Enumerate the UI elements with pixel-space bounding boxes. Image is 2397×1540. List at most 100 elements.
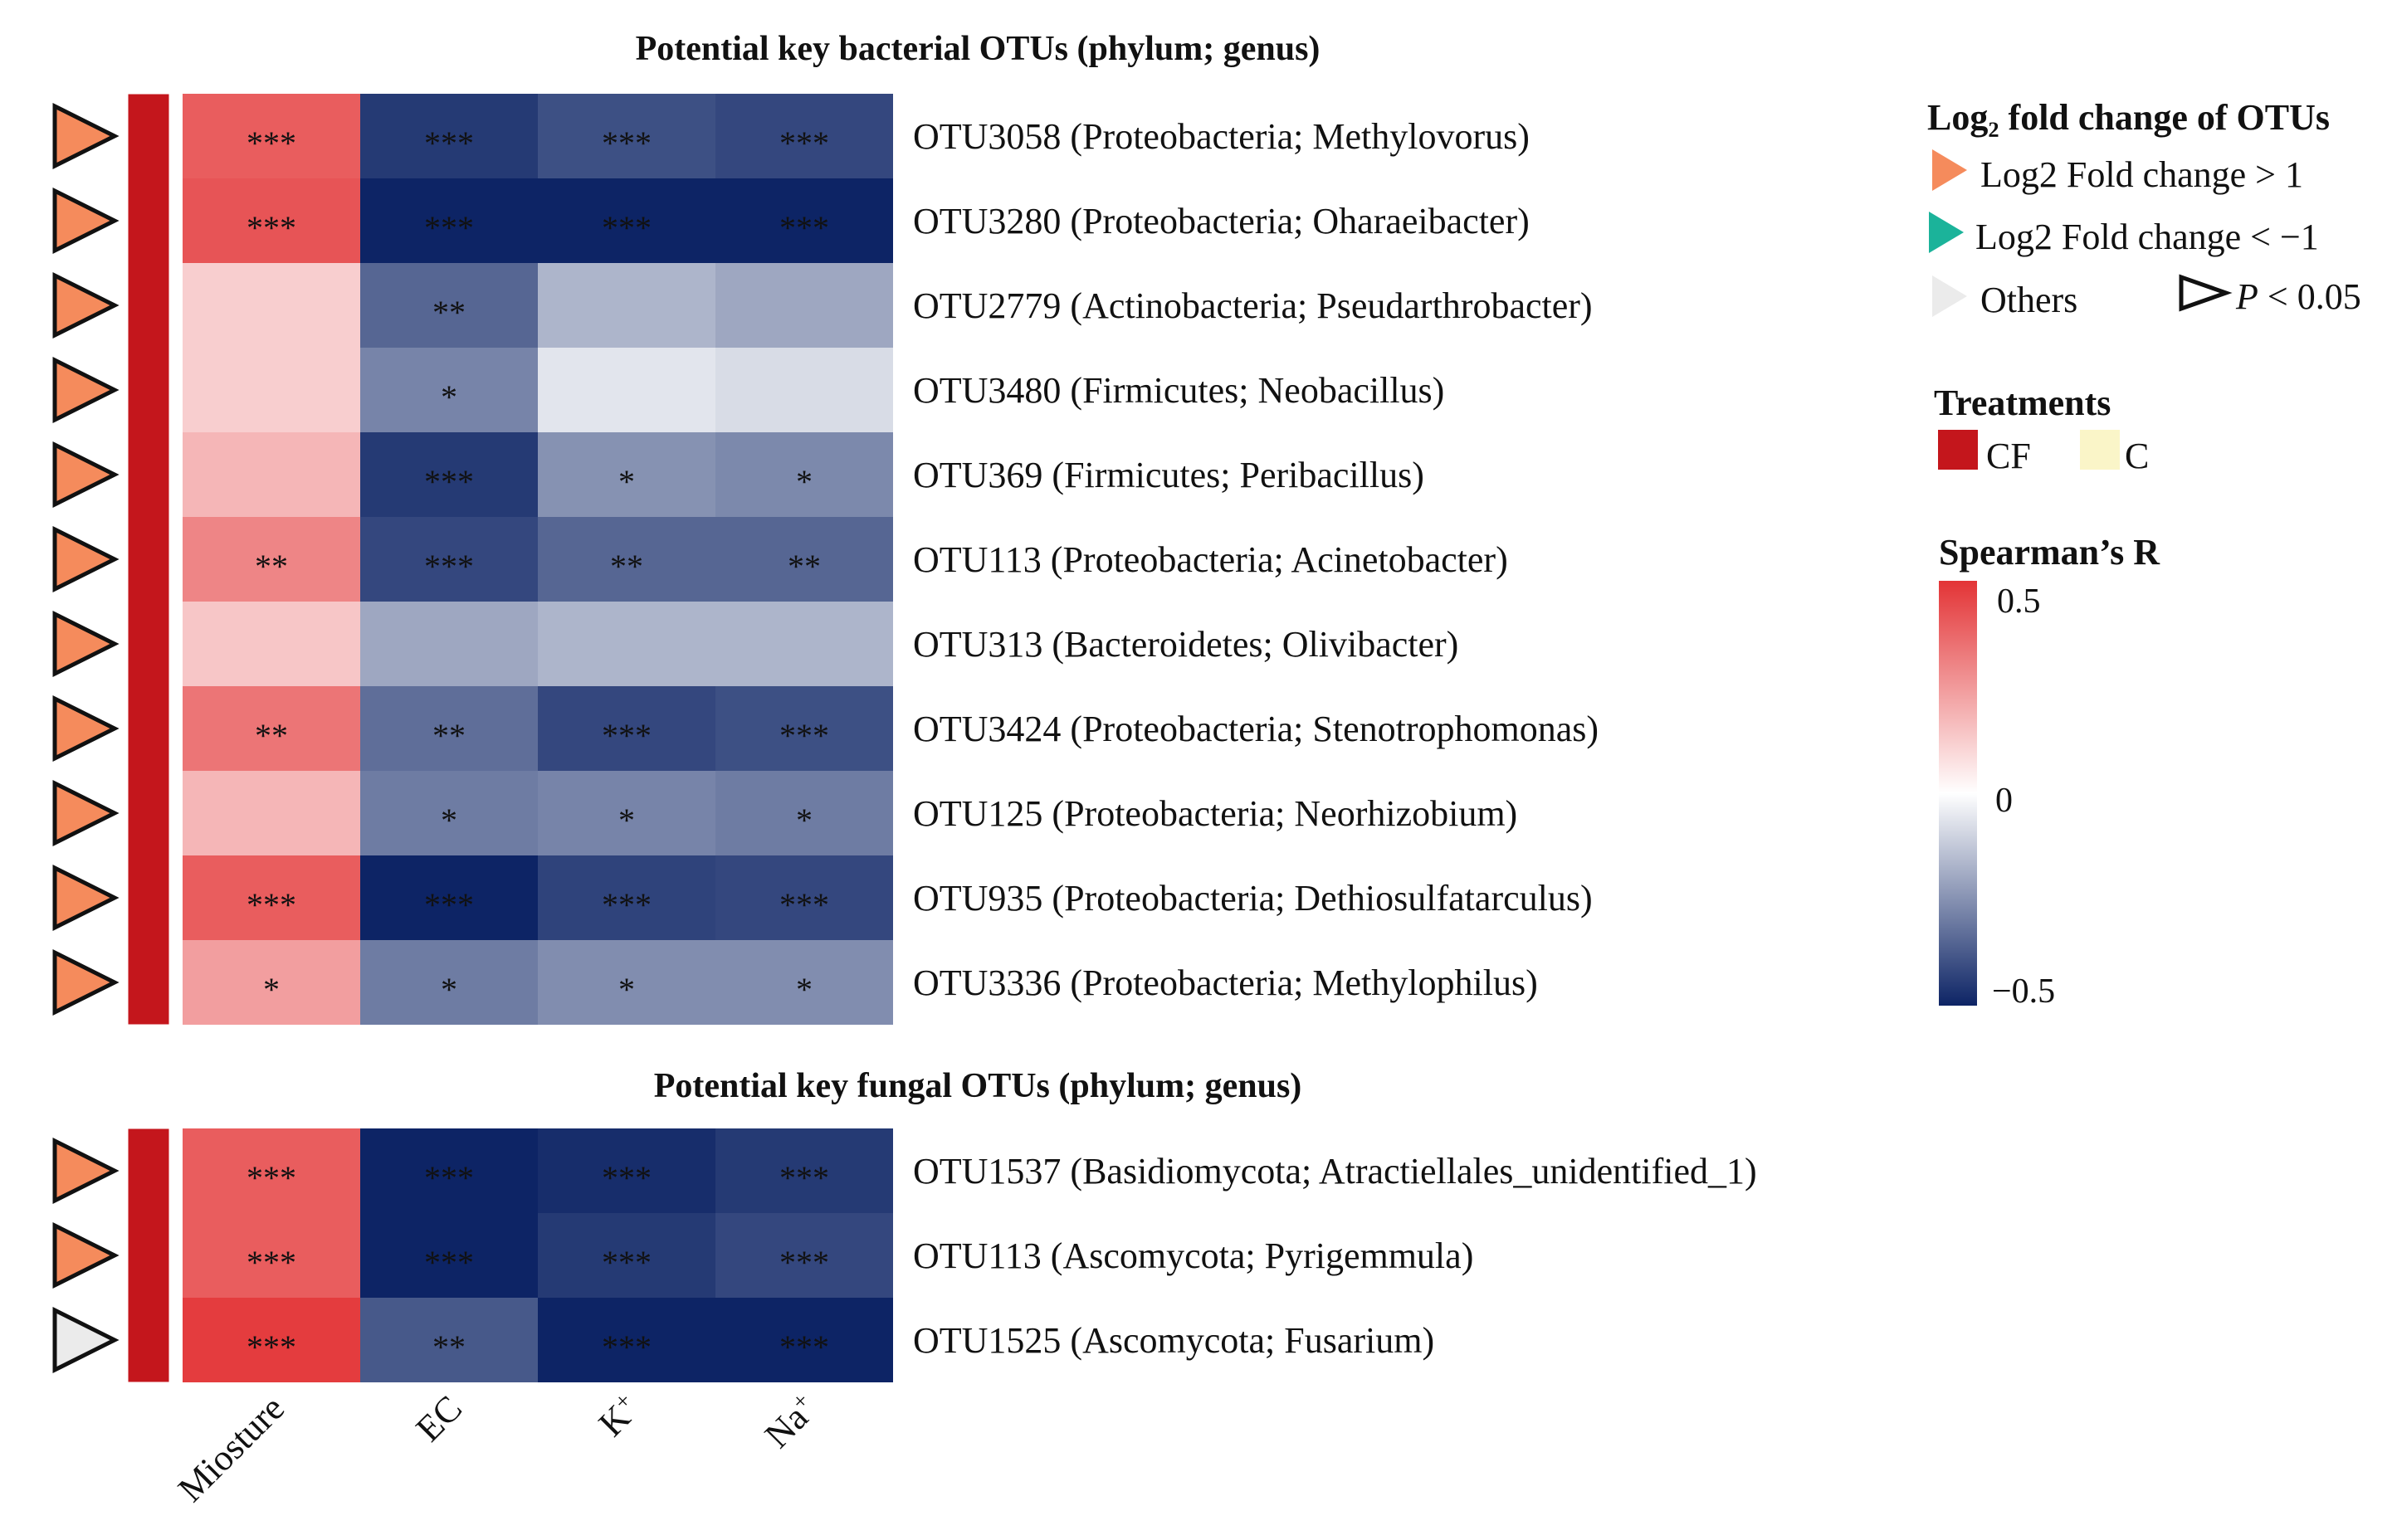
heatmap-cell (538, 940, 715, 1025)
otu-label: OTU1537 (Basidiomycota; Atractiellales_u… (913, 1151, 1757, 1192)
otu-label: OTU113 (Ascomycota; Pyrigemmula) (913, 1235, 1473, 1276)
fold-change-marker (52, 864, 120, 932)
heatmap-cell (538, 1298, 715, 1382)
otu-label: OTU313 (Bacteroidetes; Olivibacter) (913, 624, 1458, 665)
column-label: Miosture (170, 1387, 292, 1509)
treatment-bar (127, 1128, 170, 1383)
colorbar-title: Spearman’s R (1939, 532, 2160, 573)
heatmap-cell (183, 1213, 360, 1298)
significance-stars: *** (602, 717, 652, 754)
treatment-bar (127, 93, 170, 1026)
heatmap-row: *** *** *** *** OTU113 (Ascomycota; Pyrigemm… (52, 1213, 1473, 1298)
panel-title: Potential key fungal OTUs (phylum; genus… (654, 1067, 1302, 1105)
heatmap-cell (538, 1213, 715, 1298)
otu-label: OTU935 (Proteobacteria; Dethiosulfatarcu… (913, 878, 1593, 919)
heatmap-cell (360, 602, 538, 686)
treatment-cf-label: CF (1986, 436, 2031, 476)
otu-label: OTU3480 (Firmicutes; Neobacillus) (913, 370, 1444, 411)
heatmap-cell (538, 263, 715, 348)
significance-stars: ** (610, 548, 643, 585)
heatmap-cell (183, 94, 360, 178)
significance-stars: * (796, 463, 813, 500)
heatmap-cell (183, 517, 360, 602)
column-label: EC (408, 1387, 470, 1449)
treatments-legend: Treatments CF C (1934, 383, 2149, 476)
heatmap-cell (360, 1213, 538, 1298)
heatmap-row: *** ** *** *** OTU1525 (Ascomycota; Fusarium… (52, 1298, 1434, 1382)
heatmap-cell (715, 263, 893, 348)
heatmap-cell (715, 686, 893, 771)
otu-label: OTU369 (Firmicutes; Peribacillus) (913, 455, 1424, 495)
significance-stars: *** (247, 124, 296, 162)
heatmap-cell (360, 432, 538, 517)
significance-stars: * (441, 802, 457, 839)
otu-label: OTU113 (Proteobacteria; Acinetobacter) (913, 539, 1508, 580)
fold-other-label: Others (1980, 280, 2077, 320)
column-label: K+ (590, 1387, 647, 1445)
fold-change-marker (52, 187, 120, 255)
heatmap-row: *** *** *** *** OTU935 (Proteobacteria; Deth… (52, 855, 1593, 940)
otu-label: OTU2779 (Actinobacteria; Pseudarthrobact… (913, 285, 1593, 326)
significance-stars: *** (779, 124, 829, 162)
significance-stars: *** (247, 886, 296, 924)
fold-change-marker (52, 694, 120, 763)
treatment-c-label: C (2125, 436, 2149, 476)
significance-stars: * (441, 971, 457, 1008)
heatmap-panel: Potential key bacterial OTUs (phylum; ge… (52, 30, 1599, 1026)
heatmap-cell (183, 771, 360, 855)
significance-stars: *** (602, 124, 652, 162)
heatmap-row: *** * * OTU369 (Firmicutes; Peribacillus) (52, 432, 1424, 517)
significance-stars: * (796, 971, 813, 1008)
significance-stars: *** (424, 548, 474, 585)
fold-change-marker (52, 1137, 120, 1205)
significance-stars: *** (779, 209, 829, 246)
heatmap-cell (538, 686, 715, 771)
heatmap-cell (183, 432, 360, 517)
heatmap-cell (715, 602, 893, 686)
significance-stars: *** (779, 1159, 829, 1196)
significance-stars: *** (247, 1244, 296, 1281)
heatmap-cell (538, 348, 715, 432)
significance-stars: *** (247, 1328, 296, 1366)
heatmap-cell (538, 602, 715, 686)
significance-stars: * (796, 802, 813, 839)
significance-stars: *** (602, 1244, 652, 1281)
heatmap-row: * * * * OTU3336 (Proteobacteria; Methylophil… (52, 940, 1538, 1025)
significance-stars: ** (432, 1328, 466, 1366)
fold-down-label: Log2 Fold change < −1 (1975, 217, 2319, 257)
fold-change-marker (52, 102, 120, 170)
significance-stars: ** (788, 548, 821, 585)
heatmap-cell (183, 263, 360, 348)
heatmap-cell (715, 940, 893, 1025)
heatmap-cell (183, 602, 360, 686)
colorbar-tick-high: 0.5 (1997, 582, 2041, 621)
heatmap-cell (715, 1128, 893, 1213)
heatmap-cell (715, 178, 893, 263)
heatmap-cell (183, 1298, 360, 1382)
heatmap-cell (360, 1128, 538, 1213)
significance-stars: *** (602, 886, 652, 924)
colorbar-tick-low: −0.5 (1992, 972, 2055, 1011)
heatmap-cell (360, 771, 538, 855)
otu-label: OTU3280 (Proteobacteria; Oharaeibacter) (913, 201, 1530, 241)
heatmap-cell (360, 517, 538, 602)
column-labels: Miosture EC K+ Na+ (170, 1387, 816, 1509)
otu-label: OTU3424 (Proteobacteria; Stenotrophomona… (913, 709, 1599, 749)
heatmap-cell (538, 178, 715, 263)
heatmap-cell (183, 348, 360, 432)
heatmap-cell (715, 1213, 893, 1298)
significance-stars: *** (602, 209, 652, 246)
significance-stars: ** (255, 717, 288, 754)
significance-stars: ** (432, 294, 466, 331)
significance-stars: *** (247, 209, 296, 246)
fold-other-swatch (1932, 275, 1967, 317)
colorbar (1939, 581, 1977, 1006)
heatmap-cell (183, 686, 360, 771)
significance-stars: *** (779, 717, 829, 754)
heatmap-cell (715, 517, 893, 602)
heatmap-cell (183, 1128, 360, 1213)
heatmap-row: *** *** *** *** OTU3280 (Proteobacteria; Oha… (52, 178, 1530, 263)
significance-stars: *** (779, 1328, 829, 1366)
heatmap-row: ** ** *** *** OTU3424 (Proteobacteria; Steno… (52, 686, 1599, 771)
